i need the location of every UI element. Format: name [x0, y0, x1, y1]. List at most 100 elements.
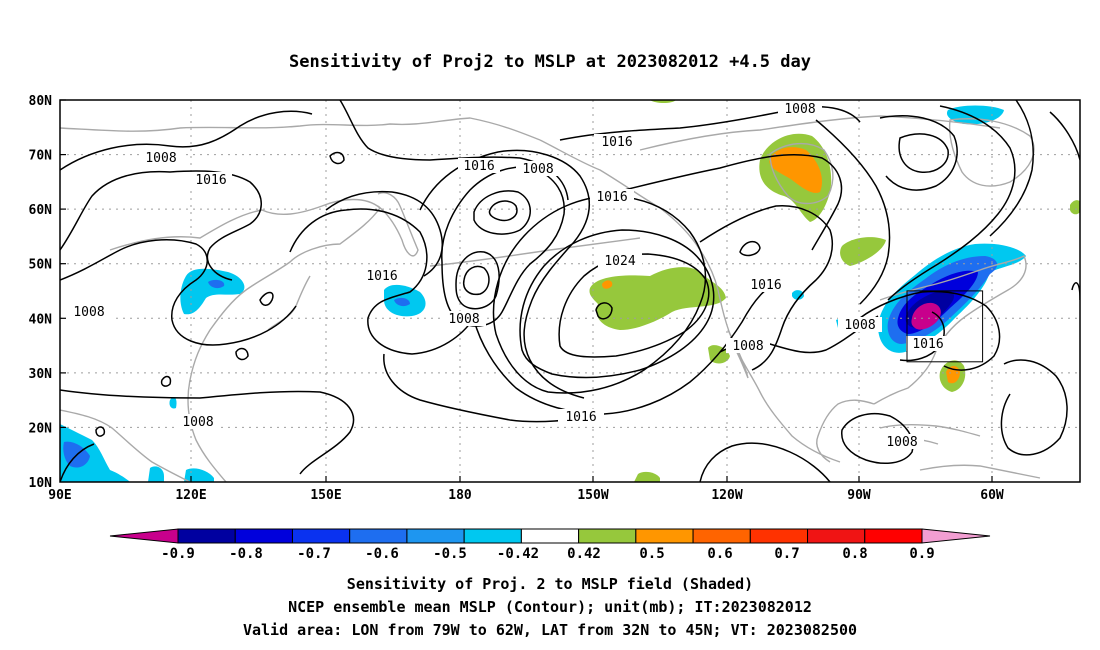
shade-pacific-green	[589, 267, 726, 330]
lon-label: 90W	[847, 488, 871, 503]
map-panel: 1008 1016 1016 1008 1016 1016 1008 1016 …	[29, 94, 1081, 503]
colorbar-label: -0.7	[297, 546, 331, 562]
coast-north-america-west	[717, 289, 841, 463]
contour-label: 1016	[601, 135, 632, 150]
isobar	[60, 443, 95, 482]
isobar	[739, 240, 761, 257]
colorbar-segment	[864, 528, 923, 544]
isobar	[329, 151, 345, 165]
contour-label: 1024	[604, 254, 635, 269]
lon-label: 60W	[980, 488, 1004, 503]
isobar	[492, 195, 707, 394]
isobar	[595, 302, 613, 320]
shade-sw-cyan4	[169, 397, 177, 409]
coast-arctic-canada	[639, 115, 1001, 151]
shade-greenland-cyan	[946, 105, 1004, 125]
isobar	[699, 205, 834, 371]
isobar	[599, 153, 843, 251]
coast-gulf	[816, 399, 875, 463]
shade-pacific-small-green	[634, 471, 660, 482]
colorbar-label: -0.8	[229, 546, 263, 562]
shade-hudson-orange	[769, 147, 823, 193]
shade-canada-green	[840, 237, 886, 266]
colorbar-label: 0.8	[842, 546, 867, 562]
isobar	[473, 279, 783, 415]
contour-label: 1016	[463, 159, 494, 174]
colorbar-segment	[807, 528, 866, 544]
isobar	[519, 229, 715, 379]
colorbar-segment	[463, 528, 522, 544]
lat-label: 60N	[29, 203, 53, 218]
shade-sw-cyan	[60, 424, 130, 482]
coast-sea-asia	[60, 409, 191, 482]
lon-label: 150W	[577, 488, 608, 503]
lat-label: 20N	[29, 421, 53, 436]
isobar	[473, 190, 531, 235]
colorbar-segment	[520, 528, 580, 544]
shaded-sensitivity	[60, 100, 1080, 482]
isobar	[879, 115, 958, 191]
isobar	[1049, 111, 1080, 161]
contour-labels: 1008 1016 1016 1008 1016 1016 1008 1016 …	[66, 101, 950, 450]
isobar	[289, 208, 475, 355]
contour-label: 1008	[145, 151, 176, 166]
shade-pacific-orange	[602, 280, 613, 289]
axis-ticks	[60, 99, 993, 482]
shade-gulf-blob	[792, 290, 804, 300]
colorbar-label: 0.42	[567, 546, 601, 562]
colorbar-label: 0.6	[707, 546, 732, 562]
colorbar-label: -0.6	[365, 546, 399, 562]
colorbar-segment	[177, 528, 236, 544]
isobar	[60, 389, 355, 475]
coast-siberia	[60, 117, 541, 141]
isobar	[488, 200, 518, 222]
colorbar-segment	[109, 528, 179, 544]
colorbar: -0.9 -0.8 -0.7 -0.6 -0.5 -0.42 0.42 0.5 …	[109, 528, 991, 562]
contour-label: 1008	[522, 162, 553, 177]
coast-hudson-bay	[769, 143, 834, 205]
lon-label: 120E	[175, 488, 206, 503]
colorbar-label: -0.9	[161, 546, 195, 562]
colorbar-label: 0.9	[909, 546, 934, 562]
caption-line-1: Sensitivity of Proj. 2 to MSLP field (Sh…	[347, 575, 753, 593]
isobar	[1000, 359, 1068, 456]
contour-label: 1008	[732, 339, 763, 354]
lat-label: 70N	[29, 149, 53, 164]
isobar	[989, 100, 1034, 237]
isobar	[60, 170, 262, 281]
colorbar-label: -0.42	[497, 546, 539, 562]
lat-label: 40N	[29, 312, 53, 327]
colorbar-label: 0.7	[774, 546, 799, 562]
isobar	[815, 119, 891, 305]
contour-label: 1008	[886, 435, 917, 450]
colorbar-segment	[635, 528, 694, 544]
isobar	[841, 412, 914, 465]
isobar	[325, 190, 444, 277]
colorbar-label: 0.5	[639, 546, 664, 562]
contour-label: 1016	[366, 269, 397, 284]
lat-label: 30N	[29, 367, 53, 382]
coast-asia-east	[109, 198, 381, 482]
isobar	[95, 426, 106, 437]
map-frame	[59, 99, 1081, 483]
coast-aleutians	[429, 237, 641, 267]
isobar	[455, 251, 500, 310]
isobar	[160, 375, 172, 387]
contour-label: 1016	[195, 173, 226, 188]
isobar	[887, 105, 1016, 301]
valid-area-box	[906, 290, 984, 363]
coast-us-east	[873, 255, 1027, 405]
coast-south-america	[919, 464, 1041, 479]
isobar	[859, 290, 1001, 371]
figure-title: Sensitivity of Proj2 to MSLP at 20230820…	[289, 52, 811, 72]
isobar	[235, 347, 249, 361]
lat-labels: 80N 70N 60N 50N 40N 30N 20N 10N	[29, 94, 53, 491]
isobar	[383, 353, 599, 423]
isobar	[462, 265, 490, 296]
caption-line-3: Valid area: LON from 79W to 62W, LAT fro…	[243, 621, 857, 639]
shade-east-green	[1070, 200, 1080, 215]
lon-label: 150E	[310, 488, 341, 503]
colorbar-label: -0.5	[433, 546, 467, 562]
shade-sw-cyan3	[148, 466, 164, 482]
